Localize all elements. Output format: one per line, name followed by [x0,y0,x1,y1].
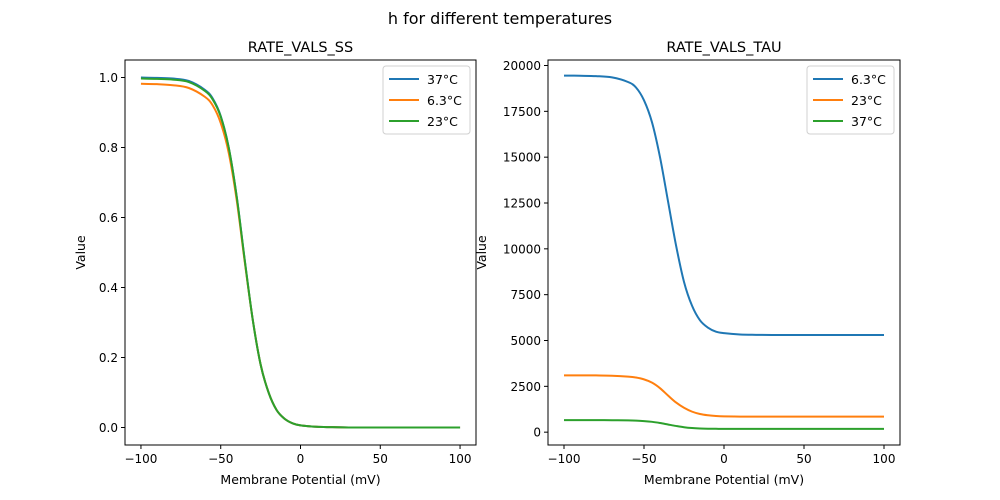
legend-label: 23°C [427,114,458,129]
series-line-6-3Cc [563,74,884,337]
legend-label: 37°C [427,72,458,87]
y-tick-label: 12500 [503,197,541,211]
legend-label: 37°C [851,114,882,129]
y-axis-label: Value [474,235,489,270]
x-tick-label: 100 [449,452,472,466]
figure-suptitle: h for different temperatures [388,9,612,28]
y-tick-label: 0.0 [99,421,118,435]
x-tick-label: −100 [548,452,581,466]
series-line-37Cc [563,419,884,430]
legend: 6.3°C 23°C 37°C [806,65,895,135]
axes-rate-vals-ss: RATE_VALS_SS −100 −50 0 50 100 0.0 0.2 0.4 0.6 0.8… [73,40,477,487]
series-line-23Cc [140,77,461,429]
x-tick-label: 0 [720,452,728,466]
series-line-6-3Cc [140,82,461,429]
y-tick-label: 1.0 [99,71,118,85]
x-axis-label: Membrane Potential (mV) [644,472,804,487]
y-tick-label: 0.8 [99,141,118,155]
legend-label: 23°C [851,93,882,108]
y-tick-label: 5000 [510,334,541,348]
x-tick-label: 50 [373,452,388,466]
y-tick-label: 0 [533,426,541,440]
y-tick-label: 20000 [503,59,541,73]
y-tick-label: 10000 [503,242,541,256]
x-tick-label: −50 [631,452,656,466]
y-tick-label: 0.6 [99,211,118,225]
y-tick-label: 0.4 [99,281,118,295]
axes-rate-vals-tau: RATE_VALS_TAU −100 −50 0 50 100 0 2500 5000 7500 1… [474,40,901,487]
y-tick-label: 17500 [503,105,541,119]
axes-title: RATE_VALS_SS [248,40,353,56]
x-tick-label: 50 [796,452,811,466]
x-axis-label: Membrane Potential (mV) [220,472,380,487]
x-tick-label: −50 [208,452,233,466]
legend: 37°C 6.3°C 23°C [382,65,471,135]
y-tick-label: 7500 [510,288,541,302]
x-tick-label: 100 [873,452,896,466]
x-tick-label: −100 [124,452,157,466]
axes-title: RATE_VALS_TAU [666,40,781,56]
legend-box [806,65,895,135]
legend-label: 6.3°C [851,72,886,87]
x-tick-label: 0 [297,452,305,466]
series-line-23Cc [563,374,884,418]
y-tick-label: 0.2 [99,351,118,365]
y-tick-label: 15000 [503,151,541,165]
y-tick-label: 2500 [510,380,541,394]
y-axis-label: Value [73,235,88,270]
legend-box [382,65,471,135]
legend-label: 6.3°C [427,93,462,108]
